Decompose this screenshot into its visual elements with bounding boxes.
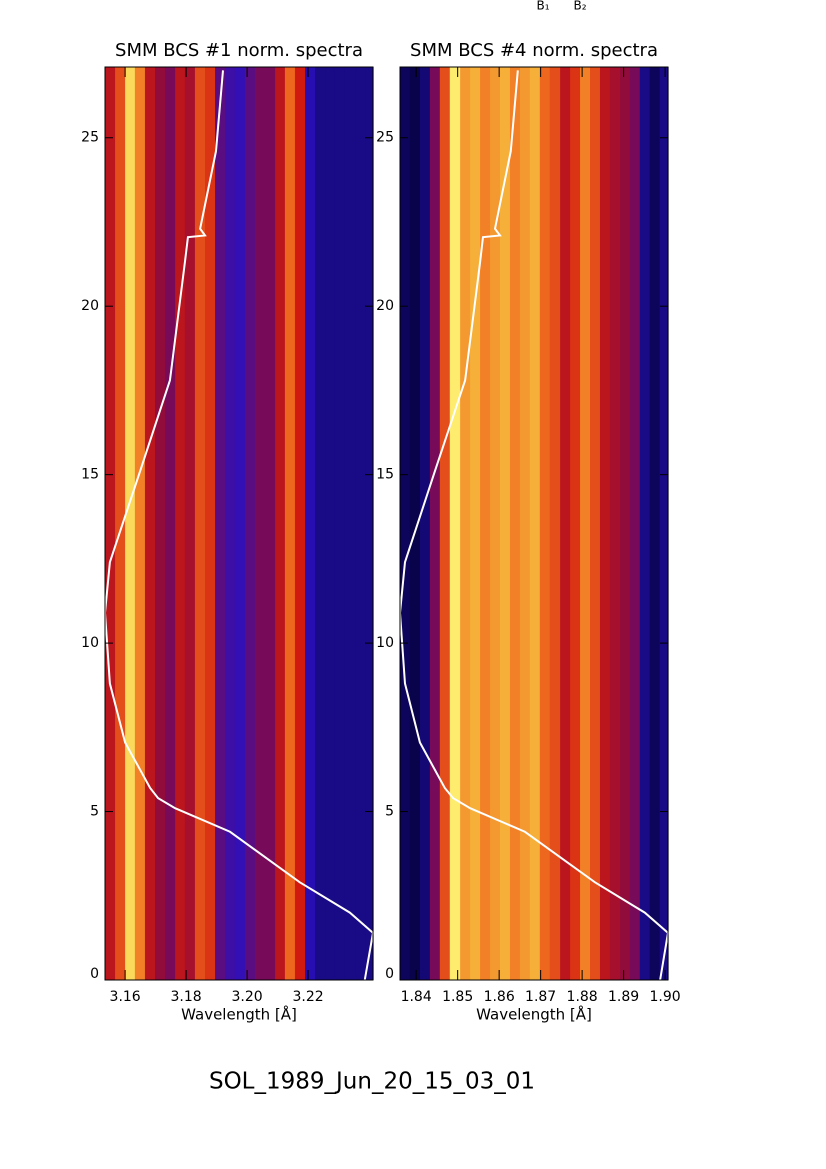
spectral-band [480, 67, 491, 980]
y-tick-label: 15 [376, 467, 394, 483]
x-tick-label: 3.22 [292, 989, 323, 1005]
annotation: B₁ [536, 0, 549, 13]
spectral-band [549, 67, 561, 980]
spectral-band [659, 67, 669, 980]
x-tick-label: 1.88 [567, 989, 598, 1005]
spectral-band [184, 67, 196, 980]
spectral-band [165, 67, 176, 980]
spectral-band [509, 67, 521, 980]
spectral-band [305, 67, 316, 980]
spectral-band [115, 67, 126, 980]
spectral-band [619, 67, 631, 980]
y-tick-label: 20 [81, 298, 99, 314]
chart-title: SMM BCS #4 norm. spectra [410, 40, 658, 61]
spectral-band [334, 67, 346, 980]
light-curve [398, 70, 670, 981]
x-tick-label: 1.89 [608, 989, 639, 1005]
x-tick-label: 3.16 [110, 989, 141, 1005]
spectral-band [639, 67, 651, 980]
spectral-band [560, 67, 571, 980]
spectral-band [609, 67, 621, 980]
spectral-band [400, 67, 411, 980]
y-tick-label: 25 [376, 130, 394, 146]
x-axis-label: Wavelength [Å] [181, 1005, 297, 1024]
annotation: B₂ [573, 0, 586, 13]
spectral-band [355, 67, 366, 980]
spectral-band [519, 67, 531, 980]
spectral-band [499, 67, 511, 980]
spectral-band [344, 67, 356, 980]
spectral-band [439, 67, 451, 980]
y-tick-label: 0 [90, 966, 99, 982]
y-tick-label: 10 [376, 635, 394, 651]
spectral-band [125, 67, 136, 980]
spectral-band [409, 67, 421, 980]
x-tick-label: 1.87 [525, 989, 556, 1005]
y-tick-label: 0 [385, 966, 394, 982]
y-tick-label: 25 [81, 130, 99, 146]
spectral-band [580, 67, 591, 980]
x-tick-label: 1.86 [484, 989, 515, 1005]
spectral-band [284, 67, 296, 980]
spectral-band [490, 67, 501, 980]
plot-frame [399, 66, 669, 981]
spectral-band [144, 67, 156, 980]
chart-title: SMM BCS #1 norm. spectra [115, 40, 363, 61]
x-tick-label: 1.90 [650, 989, 681, 1005]
y-tick-label: 5 [90, 804, 99, 820]
spectral-band [590, 67, 601, 980]
spectral-band [449, 67, 461, 980]
panel: 0 5 10 15 20 25 3.16 3.18 3.20 3.22 SMM BCS #1 nor… [81, 40, 375, 1024]
spectral-band [134, 67, 146, 980]
spectral-band [649, 67, 661, 980]
y-tick-label: 10 [81, 635, 99, 651]
spectral-band [470, 67, 481, 980]
spectral-band [419, 67, 431, 980]
figure-title: SOL_1989_Jun_20_15_03_01 [209, 1069, 535, 1095]
x-tick-label: 3.20 [231, 989, 262, 1005]
spectral-band [570, 67, 581, 980]
y-tick-label: 15 [81, 467, 99, 483]
x-tick-label: 1.84 [401, 989, 432, 1005]
spectral-band [265, 67, 276, 980]
spectral-band [105, 67, 116, 980]
light-curve [103, 70, 375, 981]
spectral-band [275, 67, 286, 980]
panel: 0 5 10 15 20 25 1.84 1.85 1.86 1.87 1.88 1.89 1.90 SM… [376, 0, 681, 1024]
spectral-band [315, 67, 326, 980]
spectral-band [205, 67, 216, 980]
x-tick-label: 1.85 [442, 989, 473, 1005]
spectral-band [225, 67, 236, 980]
spectral-band [234, 67, 246, 980]
spectral-band [539, 67, 551, 980]
spectral-band [599, 67, 611, 980]
plot-frame [104, 66, 374, 981]
spectral-band [155, 67, 166, 980]
spectral-band [215, 67, 226, 980]
spectral-band [365, 67, 374, 980]
spectral-band [294, 67, 306, 980]
spectral-band [529, 67, 541, 980]
spectral-band [175, 67, 186, 980]
spectral-band [460, 67, 471, 980]
y-tick-label: 5 [385, 804, 394, 820]
x-axis-label: Wavelength [Å] [476, 1005, 592, 1024]
y-tick-label: 20 [376, 298, 394, 314]
spectral-band [244, 67, 256, 980]
spectral-band [429, 67, 441, 980]
spectral-band [194, 67, 206, 980]
x-tick-label: 3.18 [171, 989, 202, 1005]
spectral-band [325, 67, 336, 980]
spectral-band [255, 67, 266, 980]
spectral-band [629, 67, 641, 980]
